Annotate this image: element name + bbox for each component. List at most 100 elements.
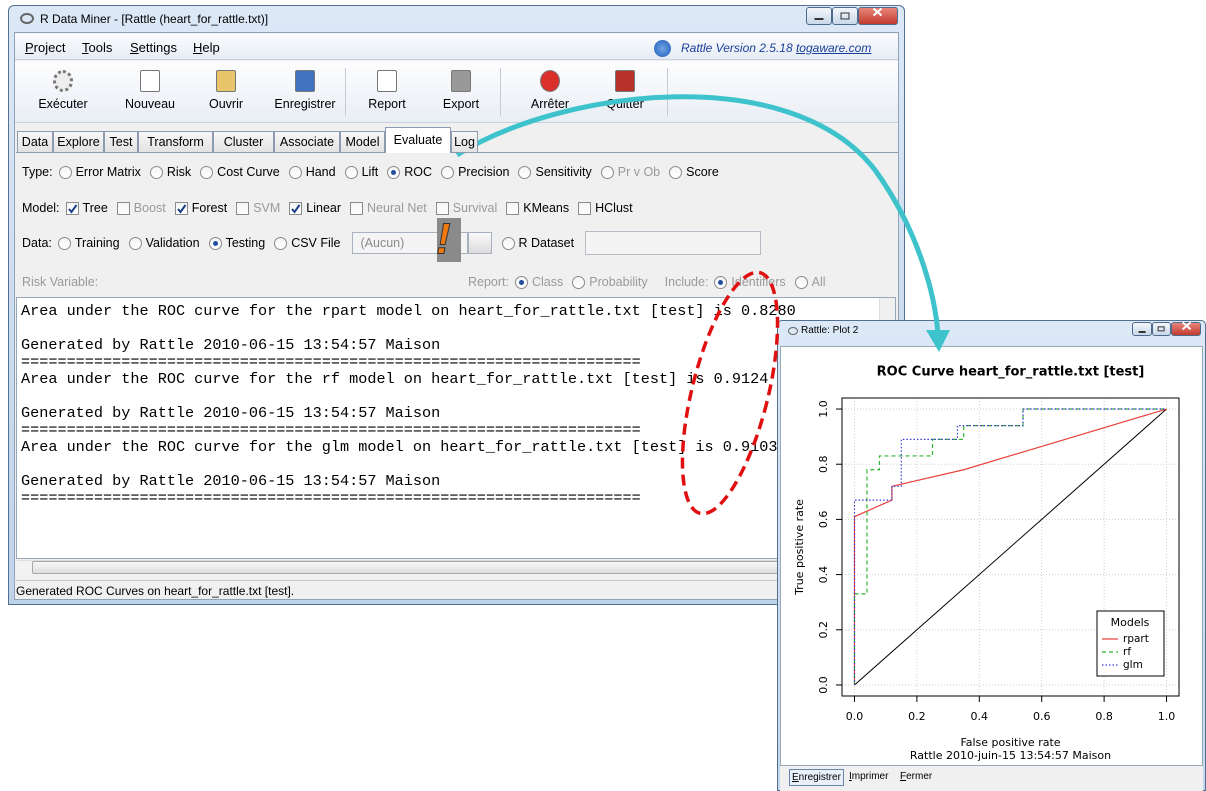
file-button[interactable] — [467, 232, 492, 254]
menu-item[interactable]: Project — [25, 40, 66, 55]
version-row: Rattle Version 2.5.18 togaware.com — [681, 41, 896, 58]
radio-option[interactable]: Precision — [441, 165, 509, 179]
radio-indicator — [128, 236, 142, 250]
radio-option[interactable]: Risk — [149, 165, 191, 179]
maximize-button[interactable] — [1151, 322, 1171, 336]
radio-option[interactable]: Score — [669, 165, 719, 179]
output-line: Generated by Rattle 2010-06-15 13:54:57 … — [21, 472, 441, 490]
maximize-button[interactable] — [832, 7, 858, 25]
row-label: Data: — [22, 236, 52, 250]
radio-option[interactable]: R Dataset — [501, 236, 574, 250]
blank-line — [21, 388, 895, 405]
tab[interactable]: Data — [17, 131, 53, 153]
radio-option[interactable]: CSV File — [274, 236, 341, 250]
chart-title: ROC Curve heart_for_rattle.txt [test] — [877, 365, 1145, 380]
check-option[interactable]: KMeans — [506, 201, 569, 215]
radio-option[interactable]: Cost Curve — [200, 165, 280, 179]
radio-option: Probability — [572, 275, 648, 289]
radio-option[interactable]: Sensitivity — [518, 165, 592, 179]
radio-option[interactable]: Training — [57, 236, 120, 250]
check-option: Boost — [116, 201, 166, 215]
tab[interactable]: Transform — [138, 131, 213, 153]
toolbar-button[interactable]: Nouveau — [124, 97, 176, 111]
radio-indicator — [515, 275, 528, 289]
minimize-button[interactable] — [806, 7, 832, 25]
hscroll-thumb — [32, 561, 792, 574]
legend-label: rpart — [1123, 633, 1149, 645]
legend-box — [1096, 610, 1165, 677]
blank-line — [21, 320, 895, 337]
toolbar-button[interactable]: Export — [442, 97, 480, 111]
separator-line: ========================================… — [21, 421, 641, 439]
toolbar-button[interactable]: Exécuter — [38, 97, 88, 111]
tab[interactable]: Model — [340, 131, 385, 153]
tab[interactable]: Test — [104, 131, 138, 153]
legend-title: Models — [1111, 616, 1150, 629]
radio-option[interactable]: Validation — [128, 236, 200, 250]
radio-label: Pr v Ob — [617, 165, 661, 179]
check-label: Tree — [82, 201, 108, 215]
tab[interactable]: Cluster — [213, 131, 274, 153]
radio-label: Identifiers — [731, 275, 786, 289]
close-button[interactable] — [858, 7, 898, 25]
version-link[interactable]: togaware.com — [795, 41, 872, 55]
radio-option: Class — [515, 275, 563, 289]
plot-button[interactable]: Imprimer — [849, 771, 889, 782]
roc-chart: ROC Curve heart_for_rattle.txt [test] 0.0… — [793, 365, 1180, 762]
separator-line: ========================================… — [21, 489, 641, 507]
y-tick-label: 0.0 — [817, 676, 830, 694]
menu-item[interactable]: Help — [193, 40, 220, 55]
minimize-button[interactable] — [1132, 322, 1152, 336]
check-label: HClust — [595, 201, 633, 215]
radio-label: Cost Curve — [217, 165, 280, 179]
toolbar-button[interactable]: Arrêter — [530, 97, 570, 111]
radio-label: ROC — [404, 165, 433, 179]
toolbar-button[interactable]: Enregistrer — [274, 97, 336, 111]
check-indicator — [350, 201, 364, 215]
check-indicator — [65, 201, 79, 215]
radio-option[interactable]: ROC — [387, 165, 432, 179]
radio-option[interactable]: Testing — [208, 236, 265, 250]
radio-option[interactable]: Hand — [288, 165, 336, 179]
radio-indicator — [572, 275, 586, 289]
info-icon — [654, 40, 671, 57]
check-label: Linear — [306, 201, 342, 215]
y-tick-label: 0.8 — [817, 455, 830, 473]
tab[interactable]: Evaluate — [385, 127, 451, 153]
tab[interactable]: Log — [451, 131, 478, 153]
radio-indicator — [794, 275, 808, 289]
tab[interactable]: Associate — [274, 131, 340, 153]
menu-item[interactable]: Tools — [82, 40, 113, 55]
check-option[interactable]: Forest — [174, 201, 227, 215]
x-tick-label: 0.0 — [846, 710, 864, 723]
check-indicator — [289, 201, 303, 215]
radio-option[interactable]: Error Matrix — [58, 165, 141, 179]
toolbar-button[interactable]: Quitter — [606, 97, 644, 111]
dataset-combo[interactable] — [585, 231, 762, 255]
minimize-glyph — [1138, 330, 1146, 333]
check-option[interactable]: Linear — [289, 201, 341, 215]
plot-button[interactable]: Enregistrer — [789, 769, 844, 786]
plot-box — [841, 397, 1180, 697]
tab[interactable]: Explore — [53, 131, 104, 153]
row-label: Risk Variable: — [22, 275, 99, 289]
radio-option: Pr v Ob — [600, 165, 661, 179]
toolbar-button[interactable]: Ouvrir — [208, 97, 244, 111]
close-button[interactable] — [1171, 321, 1201, 336]
radio-label: Class — [532, 275, 564, 289]
check-option[interactable]: HClust — [578, 201, 633, 215]
check-option[interactable]: Tree — [65, 201, 108, 215]
plot-button[interactable]: Fermer — [900, 771, 933, 782]
toolbar-icon — [295, 70, 315, 92]
radio-label: Lift — [361, 165, 379, 179]
file-field[interactable]: (Aucun) — [351, 232, 468, 254]
type-row: Type: Error Matrix Risk Cost Curve Hand Lift R… — [22, 162, 728, 182]
check-label: Boost — [133, 201, 166, 215]
toolbar-button[interactable]: Report — [368, 97, 406, 111]
check-indicator — [506, 201, 520, 215]
menu-bar — [15, 34, 898, 60]
radio-option[interactable]: Lift — [344, 165, 379, 179]
row-label: Model: — [22, 201, 60, 215]
menu-item[interactable]: Settings — [130, 40, 177, 55]
